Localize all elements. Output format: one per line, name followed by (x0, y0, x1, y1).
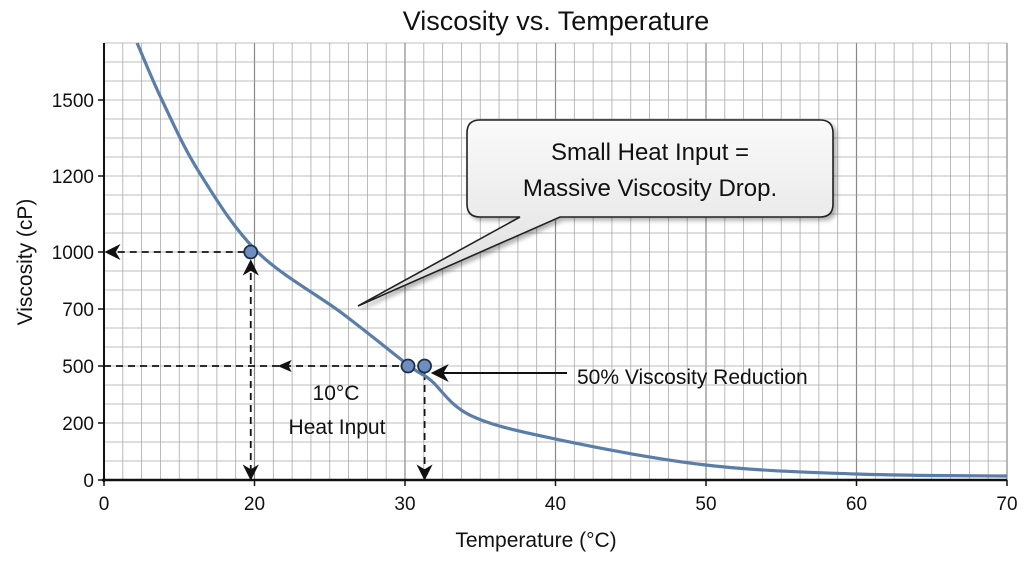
callout-line-2: Massive Viscosity Drop. (523, 175, 777, 202)
annotations (104, 243, 567, 481)
x-tick-label: 20 (244, 494, 265, 515)
x-tick-label: 70 (996, 494, 1017, 515)
x-axis-label: Temperature (°C) (455, 529, 616, 552)
y-tick-label: 1000 (52, 243, 94, 264)
y-tick-label: 1200 (52, 167, 94, 188)
reduction-label: 50% Viscosity Reduction (577, 366, 808, 389)
x-tick-label: 40 (545, 494, 566, 515)
grid (103, 42, 1008, 481)
data-marker (243, 244, 259, 260)
viscosity-curve (135, 42, 1008, 478)
y-tick-label: 700 (62, 300, 94, 321)
callout-box (357, 119, 834, 307)
heat-input-label: Heat Input (289, 416, 386, 439)
x-tick-label: 0 (99, 494, 110, 515)
heat-input-value: 10°C (313, 382, 360, 405)
y-tick-label: 200 (62, 414, 94, 435)
y-tick-label: 500 (62, 357, 94, 378)
x-tick-label: 60 (846, 494, 867, 515)
y-tick-label: 1500 (52, 91, 94, 112)
arrowhead-500 (277, 360, 292, 372)
y-tick-label: 0 (83, 471, 94, 492)
callout-line-1: Small Heat Input = (551, 139, 749, 166)
chart-title: Viscosity vs. Temperature (403, 6, 710, 36)
x-tick-label: 30 (394, 494, 415, 515)
y-axis-label: Viscosity (cP) (14, 199, 37, 326)
x-tick-label: 50 (695, 494, 716, 515)
data-marker (417, 358, 432, 374)
data-marker (400, 358, 416, 374)
markers (243, 244, 432, 374)
